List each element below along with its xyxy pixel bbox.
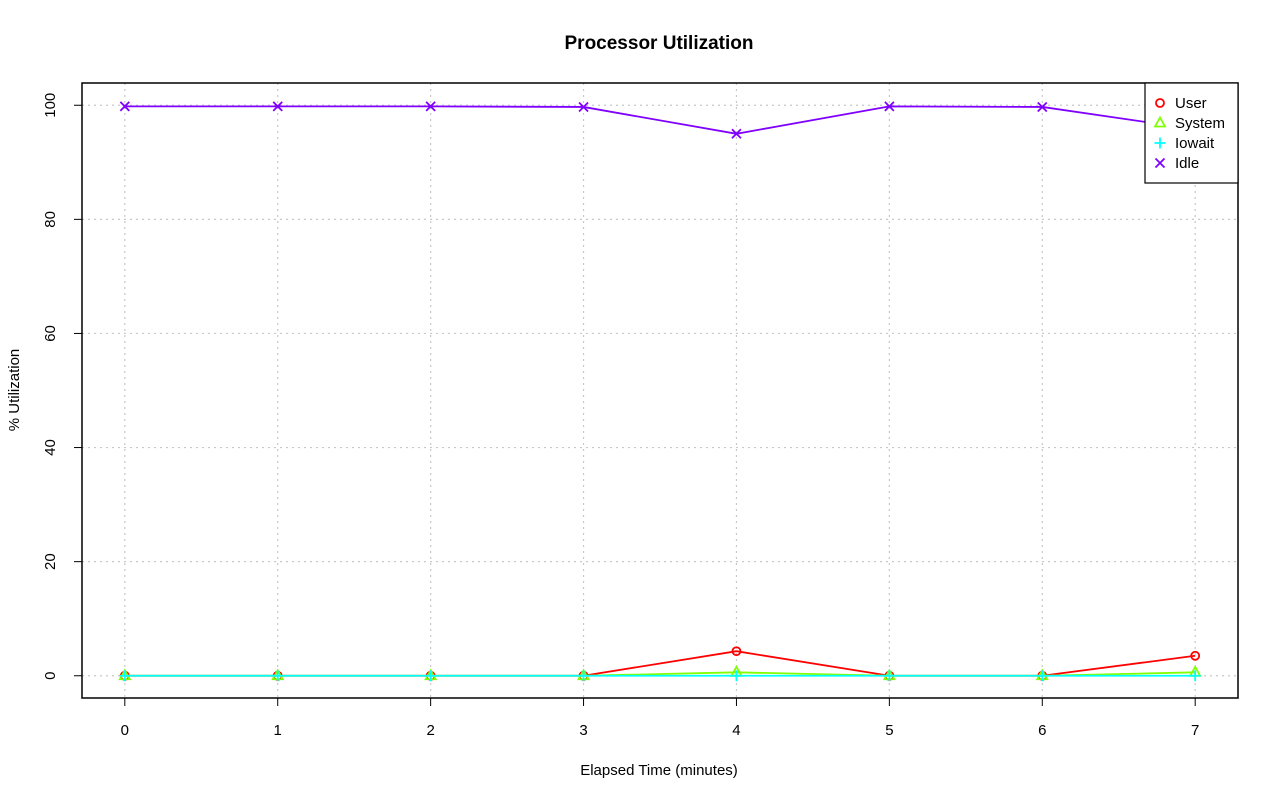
x-tick-label: 3	[579, 722, 587, 739]
series-iowait	[119, 670, 1201, 682]
iowait-point	[1036, 670, 1048, 682]
legend-system-marker	[1153, 115, 1167, 128]
user-line	[124, 650, 1196, 677]
y-tick-label: 80	[42, 211, 59, 228]
idle-point	[425, 101, 436, 112]
legend-iowait-label: Iowait	[1175, 135, 1215, 152]
legend-idle-marker	[1154, 157, 1166, 169]
x-tick-label: 0	[121, 722, 129, 739]
user-point	[731, 646, 742, 657]
x-tick-label: 1	[274, 722, 282, 739]
series-system	[118, 664, 1202, 681]
idle-line	[124, 105, 1196, 135]
idle-point	[1037, 101, 1048, 113]
iowait-point	[883, 670, 895, 682]
x-tick-label: 7	[1191, 722, 1199, 739]
legend-system-label: System	[1175, 115, 1225, 132]
idle-point	[272, 101, 283, 112]
y-tick-label: 40	[42, 439, 59, 456]
legend-iowait-marker	[1154, 137, 1166, 149]
iowait-point	[425, 670, 437, 682]
y-axis-label: % Utilization	[6, 349, 23, 432]
y-tick-label: 60	[42, 325, 59, 342]
idle-point	[731, 128, 742, 139]
series-idle	[119, 101, 1201, 139]
iowait-point	[578, 670, 590, 682]
x-axis-label: Elapsed Time (minutes)	[580, 762, 738, 779]
iowait-point	[272, 670, 284, 682]
iowait-point	[730, 670, 742, 682]
legend: User System Iowait Idle	[1144, 82, 1239, 184]
y-tick-label: 100	[42, 93, 59, 118]
plot-frame	[81, 82, 1239, 699]
y-tick-label: 0	[42, 672, 59, 680]
legend-user-label: User	[1175, 95, 1207, 112]
y-axis: 0 20 40 60 80 100	[42, 93, 82, 680]
iowait-point	[119, 670, 131, 682]
grid	[82, 83, 1238, 698]
idle-point	[119, 101, 130, 112]
chart-title: Processor Utilization	[565, 33, 754, 54]
iowait-point	[1189, 670, 1201, 682]
legend-idle-label: Idle	[1175, 155, 1199, 172]
x-tick-label: 4	[732, 722, 740, 739]
user-point	[1190, 650, 1201, 661]
idle-point	[578, 101, 589, 113]
idle-point	[884, 101, 895, 112]
x-tick-label: 5	[885, 722, 893, 739]
x-tick-label: 2	[426, 722, 434, 739]
x-axis: 0 1 2 3 4 5 6 7	[121, 698, 1199, 739]
legend-user-marker	[1155, 98, 1165, 108]
x-tick-label: 6	[1038, 722, 1046, 739]
y-tick-label: 20	[42, 553, 59, 570]
series-layer	[118, 101, 1202, 682]
